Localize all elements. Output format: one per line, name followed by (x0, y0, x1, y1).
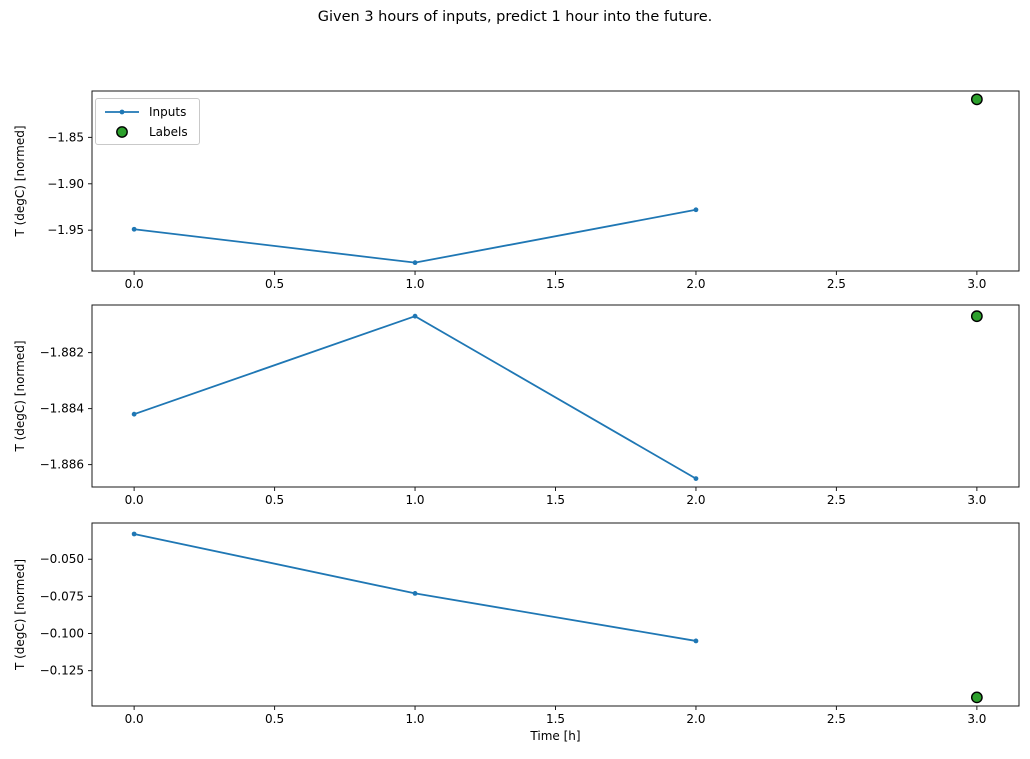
y-tick-label: −1.85 (47, 130, 84, 144)
x-tick-label: 3.0 (967, 712, 986, 726)
inputs-marker (693, 207, 699, 213)
subplot-3: 0.0 0.5 1.0 1.5 2.0 2.5 3.0 −0.050 −0.075 −0.100 −… (13, 522, 1020, 743)
labels-marker (970, 691, 983, 704)
y-tick-label: −0.075 (40, 589, 84, 603)
y-tick-label: −0.050 (40, 552, 84, 566)
inputs-marker (693, 638, 699, 644)
x-tick-label: 3.0 (967, 277, 986, 291)
x-tick-label: 0.5 (265, 712, 284, 726)
legend: Inputs Labels (95, 98, 200, 145)
legend-item-labels: Labels (104, 124, 188, 139)
inputs-marker (693, 476, 699, 481)
x-tick-label: 1.5 (546, 277, 565, 291)
y-tick-label: −1.886 (40, 458, 84, 472)
x-tick-label: 1.0 (405, 493, 424, 507)
y-tick-label: −1.95 (47, 223, 84, 237)
y-axis-label: T (degC) [normed] (13, 125, 27, 237)
y-tick-label: −1.882 (40, 346, 84, 360)
x-tick-label: 0.0 (125, 712, 144, 726)
x-tick-label: 3.0 (967, 493, 986, 507)
x-tick-label: 2.5 (827, 493, 846, 507)
x-tick-label: 2.0 (686, 712, 705, 726)
y-tick-label: −1.884 (40, 402, 84, 416)
x-tick-label: 2.0 (686, 493, 705, 507)
x-tick-label: 2.0 (686, 277, 705, 291)
x-tick-label: 1.5 (546, 493, 565, 507)
x-tick-label: 2.5 (827, 712, 846, 726)
x-tick-label: 1.0 (405, 712, 424, 726)
x-tick-label: 0.5 (265, 277, 284, 291)
x-tick-label: 0.0 (125, 493, 144, 507)
axes-frame (91, 90, 1020, 272)
x-tick-label: 2.5 (827, 277, 846, 291)
inputs-marker (412, 260, 418, 266)
x-tick-label: 0.0 (125, 277, 144, 291)
legend-label-inputs: Inputs (149, 104, 187, 119)
y-axis-label: T (degC) [normed] (13, 340, 27, 452)
y-tick-label: −1.90 (47, 177, 84, 191)
x-axis-label: Time [h] (529, 729, 580, 743)
x-tick-label: 1.0 (405, 277, 424, 291)
y-tick-label: −0.125 (40, 664, 84, 678)
inputs-line (134, 208, 697, 264)
labels-marker (970, 310, 983, 323)
x-tick-label: 1.5 (546, 712, 565, 726)
inputs-marker (412, 313, 418, 319)
inputs-marker (131, 411, 137, 417)
filled-circle-icon (104, 125, 140, 139)
subplot-2: 0.0 0.5 1.0 1.5 2.0 2.5 3.0 −1.882 −1.884 −1.886 T… (13, 304, 1020, 507)
line-with-dot-icon (104, 107, 140, 117)
inputs-marker (131, 531, 137, 537)
inputs-line (133, 533, 697, 642)
y-tick-label: −0.100 (40, 627, 84, 641)
inputs-marker (131, 226, 137, 232)
y-axis-label: T (degC) [normed] (13, 559, 27, 671)
axes-frame (91, 522, 1020, 707)
inputs-marker (412, 591, 418, 596)
legend-label-labels: Labels (149, 124, 188, 139)
axes-frame (91, 304, 1020, 488)
labels-marker (970, 93, 983, 106)
subplot-1: 0.0 0.5 1.0 1.5 2.0 2.5 3.0 −1.85 −1.90 −1.95 T (d… (13, 90, 1020, 291)
x-tick-label: 0.5 (265, 493, 284, 507)
legend-item-inputs: Inputs (104, 104, 188, 119)
inputs-line (133, 315, 697, 480)
figure-title: Given 3 hours of inputs, predict 1 hour … (317, 9, 713, 25)
